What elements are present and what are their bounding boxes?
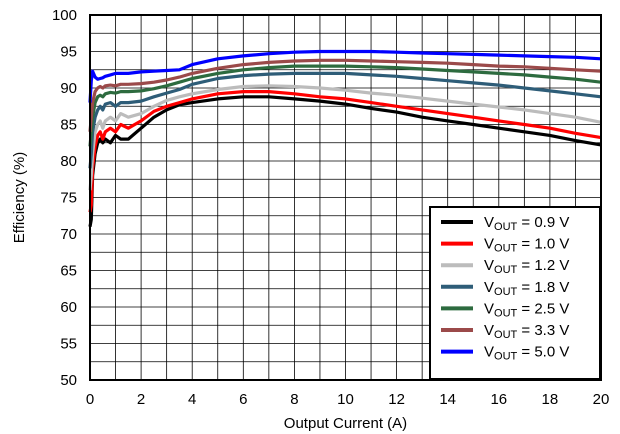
- legend-label-0: VOUT = 0.9 V: [484, 214, 569, 233]
- series-line-6: [88, 49, 602, 103]
- legend-label-1: VOUT = 1.0 V: [484, 236, 569, 255]
- x-tick-label: 14: [439, 391, 456, 408]
- x-tick-label: 8: [290, 391, 298, 408]
- series-lines: [88, 49, 602, 227]
- plot-frame: [89, 14, 602, 381]
- x-tick-label: 18: [542, 391, 559, 408]
- y-tick-label: 60: [60, 299, 77, 316]
- y-tick-label: 70: [60, 226, 77, 243]
- x-tick-label: 20: [593, 391, 610, 408]
- x-tick-label: 6: [239, 391, 247, 408]
- y-axis-label: Efficiency (%): [11, 152, 28, 243]
- series-line-1: [88, 90, 602, 213]
- y-tick-label: 65: [60, 263, 77, 280]
- legend-label-2: VOUT = 1.2 V: [484, 257, 569, 276]
- x-tick-label: 0: [86, 391, 94, 408]
- legend: VOUT = 0.9 V VOUT = 1.0 V VOUT = 1.2 V VOUT…: [429, 206, 601, 380]
- x-tick-label: 16: [490, 391, 507, 408]
- y-tick-label: 75: [60, 190, 77, 207]
- y-tick-labels: 50 55 60 65 70 75 80 85 90 95 100: [52, 7, 77, 389]
- series-line-5: [88, 58, 602, 132]
- legend-label-3: VOUT = 1.8 V: [484, 279, 569, 298]
- x-axis-label: Output Current (A): [284, 415, 407, 432]
- series-line-2: [88, 84, 602, 191]
- legend-label-4: VOUT = 2.5 V: [484, 300, 569, 319]
- legend-label-5: VOUT = 3.3 V: [484, 322, 569, 341]
- y-tick-label: 95: [60, 44, 77, 61]
- y-tick-label: 85: [60, 117, 77, 134]
- series-line-3: [88, 71, 602, 169]
- legend-label-6: VOUT = 5.0 V: [484, 344, 569, 363]
- x-tick-label: 12: [388, 391, 405, 408]
- y-tick-label: 100: [52, 7, 77, 24]
- x-tick-label: 10: [337, 391, 354, 408]
- x-tick-label: 2: [137, 391, 145, 408]
- y-tick-label: 55: [60, 336, 77, 353]
- x-tick-labels: 0 2 4 6 8 10 12 14 16 18 20: [86, 391, 610, 408]
- y-tick-label: 50: [60, 372, 77, 389]
- series-line-4: [88, 64, 602, 147]
- x-tick-label: 4: [188, 391, 196, 408]
- y-tick-label: 80: [60, 153, 77, 170]
- y-tick-label: 90: [60, 80, 77, 97]
- series-line-0: [88, 95, 602, 227]
